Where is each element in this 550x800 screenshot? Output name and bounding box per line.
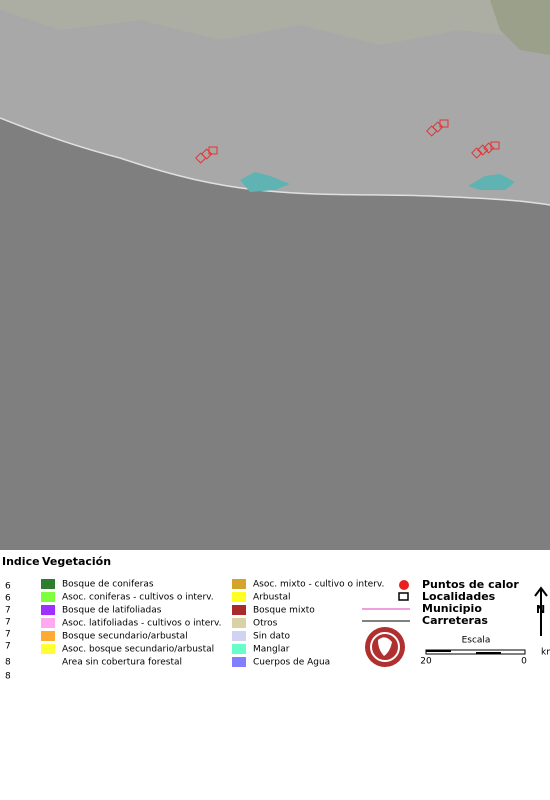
vegetation-label: Asoc. bosque secundario/arbustal <box>62 645 214 655</box>
scale-left: 20 <box>420 657 432 667</box>
vegetation-swatch <box>232 618 246 628</box>
hotspot-symbol <box>399 580 409 590</box>
legend: Indice Vegetación Puntos de calor Locali… <box>2 555 550 682</box>
vegetation-swatch <box>232 592 246 602</box>
vegetation-label: Arbustal <box>253 593 291 603</box>
vegetation-swatch <box>232 631 246 641</box>
map <box>0 0 550 550</box>
vegetation-swatch <box>41 644 55 654</box>
vegetation-label: Asoc. mixto - cultivo o interv. <box>253 580 384 590</box>
vegetation-heading: Vegetación <box>42 555 111 568</box>
vegetation-swatch <box>41 579 55 589</box>
scale-unit: km <box>541 648 550 658</box>
vegetation-swatch <box>232 657 246 667</box>
north-label: N <box>536 603 545 616</box>
locality-symbol <box>398 592 409 601</box>
vegetation-swatch <box>232 644 246 654</box>
vegetation-swatch <box>41 631 55 641</box>
vegetation-label: Bosque de latifoliadas <box>62 606 162 616</box>
vegetation-swatch <box>41 592 55 602</box>
vegetation-swatch <box>232 605 246 615</box>
scale-title: Escala <box>462 636 491 646</box>
vegetation-label: Asoc. latifoliadas - cultivos o interv. <box>62 619 222 629</box>
vegetation-swatch <box>232 579 246 589</box>
vegetation-label: Otros <box>253 619 278 629</box>
vegetation-label: Area sin cobertura forestal <box>62 658 182 668</box>
scale-right: 0 <box>521 657 527 667</box>
municipality-label: Municipio <box>422 602 482 615</box>
index-value: 7 <box>5 642 11 652</box>
vegetation-swatch <box>41 618 55 628</box>
locality-label: Localidades <box>422 590 496 603</box>
logo <box>365 627 405 667</box>
index-value: 8 <box>5 658 11 668</box>
road-label: Carreteras <box>422 614 488 627</box>
index-value: 8 <box>5 672 11 682</box>
vegetation-label: Asoc. coniferas - cultivos o interv. <box>62 593 214 603</box>
index-value: 7 <box>5 618 11 628</box>
vegetation-label: Bosque de coniferas <box>62 580 154 590</box>
index-value: 6 <box>5 582 11 592</box>
vegetation-swatch <box>41 605 55 615</box>
hotspot-label: Puntos de calor <box>422 578 519 591</box>
vegetation-label: Sin dato <box>253 632 291 642</box>
scale-bar <box>425 649 526 655</box>
index-value: 7 <box>5 606 11 616</box>
vegetation-label: Manglar <box>253 645 290 655</box>
index-heading: Indice <box>2 555 40 568</box>
index-value: 7 <box>5 630 11 640</box>
vegetation-label: Bosque mixto <box>253 606 315 616</box>
vegetation-label: Cuerpos de Agua <box>253 658 330 668</box>
vegetation-label: Bosque secundario/arbustal <box>62 632 188 642</box>
index-value: 6 <box>5 594 11 604</box>
north-arrow <box>534 586 548 636</box>
